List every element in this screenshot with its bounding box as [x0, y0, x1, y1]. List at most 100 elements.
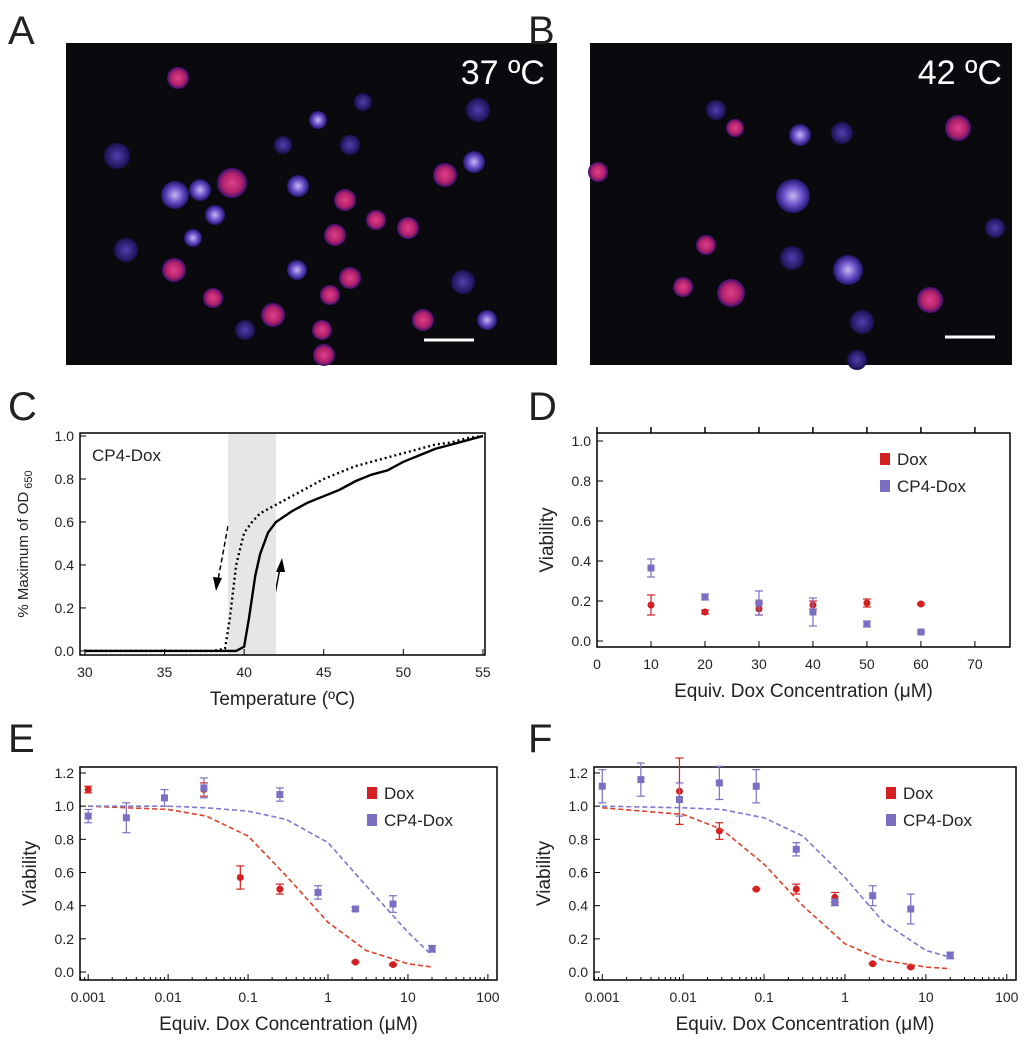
- x-tick-label: 0.01: [155, 989, 182, 1005]
- x-tick-label: 30: [751, 656, 767, 672]
- point: [907, 905, 915, 913]
- panel-letter: E: [8, 717, 35, 761]
- legend-swatch: [880, 480, 890, 492]
- legend-swatch: [880, 453, 890, 465]
- point: [276, 885, 284, 893]
- point: [351, 905, 359, 913]
- legend-swatch: [886, 787, 896, 799]
- y-tick-label: 1.0: [55, 798, 75, 814]
- image-caption: 37 ºC: [461, 54, 545, 92]
- y-tick-label: 1.2: [569, 765, 589, 781]
- y-tick-label: 0.6: [569, 865, 589, 881]
- x-tick-label: 10: [643, 656, 659, 672]
- point: [701, 593, 709, 601]
- panel-letter: C: [8, 385, 37, 429]
- x-tick-label: 1: [841, 989, 849, 1005]
- panel-letter: F: [528, 717, 552, 761]
- point: [276, 791, 284, 799]
- x-axis-label: Equiv. Dox Concentration (μM): [676, 1014, 935, 1035]
- point: [428, 945, 436, 953]
- point: [831, 898, 839, 906]
- curve: [88, 805, 433, 968]
- y-tick-label: 0.0: [55, 643, 75, 659]
- legend-label: Dox: [897, 450, 928, 469]
- point: [792, 885, 800, 893]
- x-axis-label: Temperature (ºC): [210, 689, 355, 710]
- point: [869, 892, 877, 900]
- x-tick-label: 55: [475, 664, 491, 680]
- legend-swatch: [886, 814, 896, 826]
- point: [389, 900, 397, 908]
- point: [160, 794, 168, 802]
- y-tick-label: 0.8: [572, 473, 592, 489]
- chart: E 0.001 0.01 0.1 1 10 100 0.0 0.2 0.4 0.6 0.8 1.0 1.2…: [8, 717, 500, 1035]
- chart: D 0 10 20 30 40 50 60 70 0.0 0.2 0.4 0.6 0.8 1.0 Equiv.…: [528, 385, 1011, 702]
- panel-letter: B: [528, 9, 555, 53]
- y-axis-label-subscript: 650: [23, 470, 35, 488]
- x-tick-label: 1: [324, 989, 332, 1005]
- x-tick-label: 40: [805, 656, 821, 672]
- point: [200, 784, 208, 792]
- y-tick-label: 0.6: [55, 865, 75, 881]
- point: [84, 786, 92, 794]
- point: [755, 599, 763, 607]
- y-axis-label: Viability: [20, 840, 41, 906]
- arrowhead: [276, 558, 285, 572]
- point: [701, 608, 709, 616]
- y-axis-label-text: Viability: [537, 507, 558, 573]
- y-tick-label: 0.0: [569, 964, 589, 980]
- y-axis-label: Viability: [534, 840, 555, 906]
- y-tick-label: 0.6: [572, 513, 592, 529]
- y-tick-label: 0.4: [55, 898, 75, 914]
- x-tick-label: 50: [396, 664, 412, 680]
- panel-a: 37 ºC A: [8, 9, 557, 366]
- panel-letter: A: [8, 9, 35, 53]
- legend-label: Dox: [384, 784, 415, 803]
- x-tick-label: 70: [967, 656, 983, 672]
- x-tick-label: 10: [400, 989, 416, 1005]
- point: [715, 779, 723, 787]
- y-tick-label: 0.8: [55, 471, 75, 487]
- point: [792, 845, 800, 853]
- point: [863, 620, 871, 628]
- x-tick-label: 30: [77, 664, 93, 680]
- y-tick-label: 1.2: [55, 765, 75, 781]
- x-axis-label: Equiv. Dox Concentration (μM): [159, 1014, 418, 1035]
- y-tick-label: 0.2: [55, 600, 75, 616]
- x-tick-label: 100: [995, 989, 1019, 1005]
- curve: [88, 805, 433, 957]
- arrowhead: [213, 577, 222, 591]
- plot-frame: [79, 766, 498, 981]
- x-tick-label: 0: [593, 656, 601, 672]
- y-tick-label: 0.2: [572, 593, 592, 609]
- legend-label: CP4-Dox: [384, 811, 453, 830]
- micrograph: [66, 43, 557, 365]
- point: [863, 599, 871, 607]
- y-tick-label: 0.8: [569, 831, 589, 847]
- x-tick-label: 35: [157, 664, 173, 680]
- panel-letter: D: [528, 385, 557, 429]
- point: [752, 885, 760, 893]
- x-tick-label: 60: [913, 656, 929, 672]
- y-tick-label: 0.4: [55, 557, 75, 573]
- shaded-region: [228, 433, 276, 655]
- legend-label: CP4-Dox: [897, 477, 966, 496]
- curve: [84, 434, 484, 653]
- curve: [84, 434, 484, 653]
- plot-frame: [596, 432, 1011, 648]
- x-axis-label: Equiv. Dox Concentration (μM): [674, 681, 933, 702]
- x-tick-label: 45: [316, 664, 332, 680]
- x-tick-label: 0.1: [238, 989, 258, 1005]
- point: [598, 782, 606, 790]
- point: [869, 960, 877, 968]
- y-tick-label: 1.0: [569, 798, 589, 814]
- arrow: [217, 525, 229, 581]
- plot-frame: [79, 432, 486, 656]
- y-axis-label-text: Viability: [20, 840, 41, 906]
- x-tick-label: 0.01: [670, 989, 697, 1005]
- point: [675, 796, 683, 804]
- y-axis-label-text: Viability: [534, 840, 555, 906]
- x-tick-label: 0.001: [71, 989, 106, 1005]
- annotation: CP4-Dox: [92, 446, 161, 465]
